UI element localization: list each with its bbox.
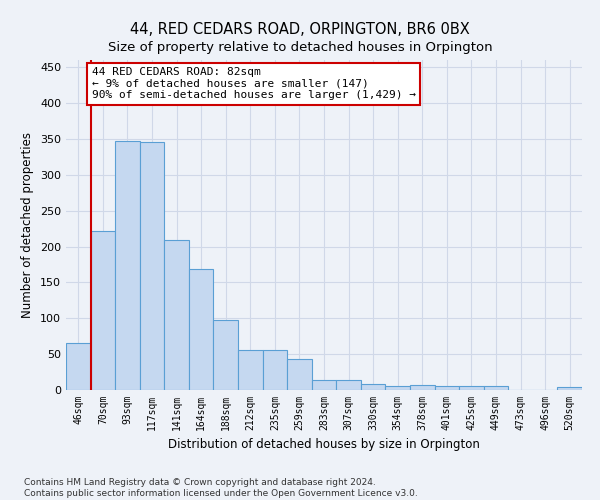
- Bar: [140, 142, 164, 390]
- Bar: [238, 350, 263, 390]
- Bar: [164, 240, 189, 390]
- Bar: [66, 344, 91, 390]
- Y-axis label: Number of detached properties: Number of detached properties: [22, 132, 34, 318]
- Text: 44, RED CEDARS ROAD, ORPINGTON, BR6 0BX: 44, RED CEDARS ROAD, ORPINGTON, BR6 0BX: [130, 22, 470, 38]
- Bar: [459, 386, 484, 390]
- Bar: [434, 386, 459, 390]
- Bar: [410, 385, 434, 390]
- Bar: [287, 359, 312, 390]
- X-axis label: Distribution of detached houses by size in Orpington: Distribution of detached houses by size …: [168, 438, 480, 452]
- Text: Contains HM Land Registry data © Crown copyright and database right 2024.
Contai: Contains HM Land Registry data © Crown c…: [24, 478, 418, 498]
- Bar: [263, 350, 287, 390]
- Text: 44 RED CEDARS ROAD: 82sqm
← 9% of detached houses are smaller (147)
90% of semi-: 44 RED CEDARS ROAD: 82sqm ← 9% of detach…: [92, 67, 416, 100]
- Bar: [214, 320, 238, 390]
- Bar: [336, 380, 361, 390]
- Bar: [189, 270, 214, 390]
- Bar: [361, 384, 385, 390]
- Text: Size of property relative to detached houses in Orpington: Size of property relative to detached ho…: [107, 41, 493, 54]
- Bar: [115, 141, 140, 390]
- Bar: [484, 386, 508, 390]
- Bar: [385, 386, 410, 390]
- Bar: [91, 230, 115, 390]
- Bar: [557, 387, 582, 390]
- Bar: [312, 380, 336, 390]
